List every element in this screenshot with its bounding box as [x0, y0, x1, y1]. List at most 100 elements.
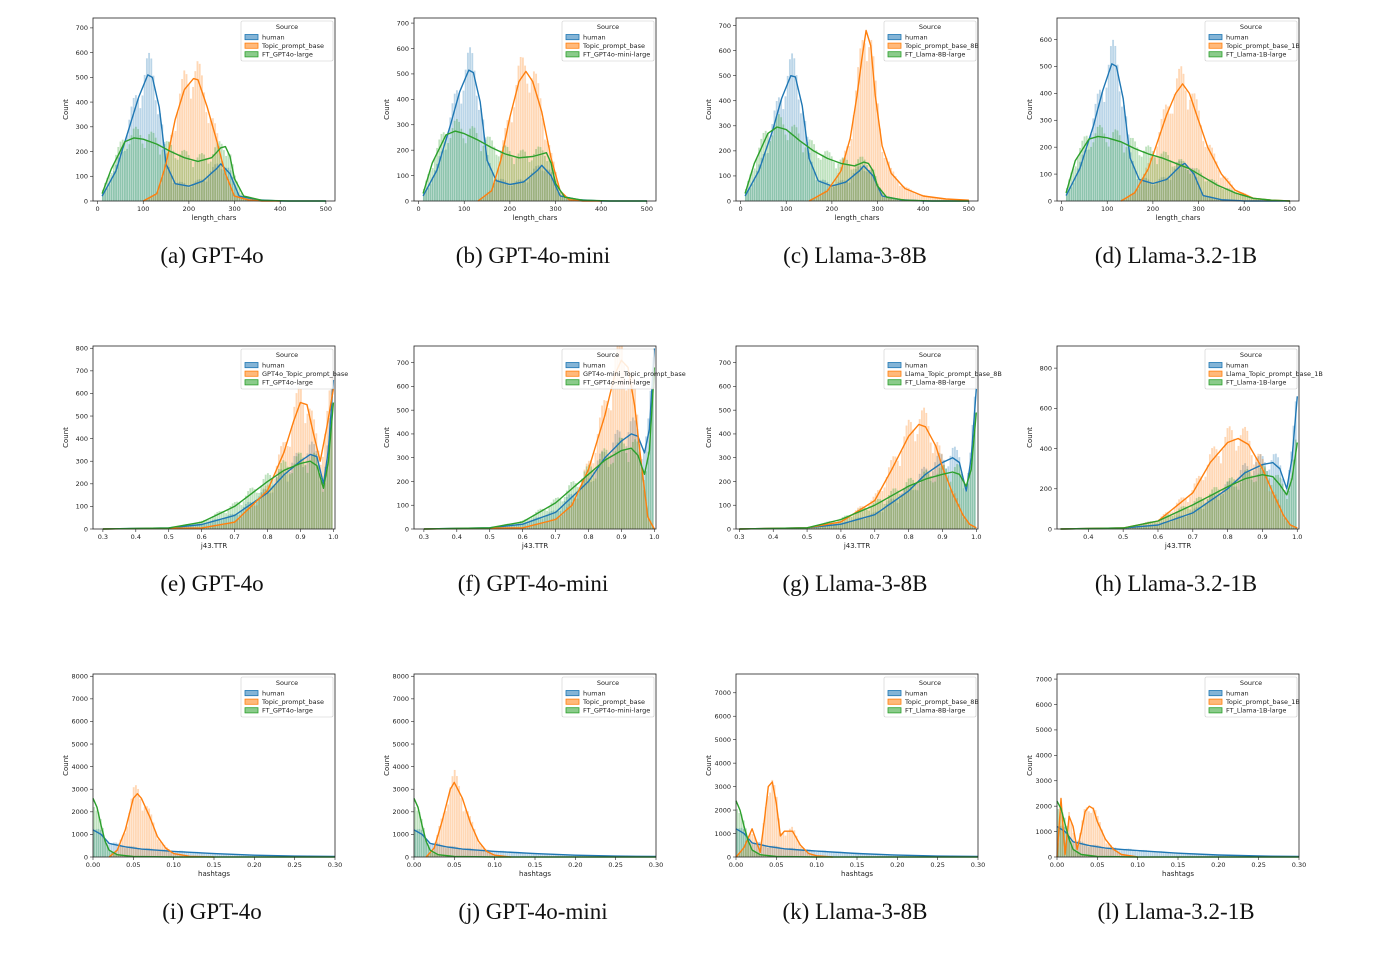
- x-axis-label: j43.TTR: [521, 542, 549, 550]
- y-tick-label: 400: [719, 97, 731, 105]
- legend-entry: Topic_prompt_base_8B: [904, 42, 979, 50]
- hist-bar-topic-prompt-base: [445, 811, 447, 857]
- hist-bar-ft-gpt4o-large: [228, 153, 230, 201]
- hist-bar-ft-gpt4o-large: [188, 155, 190, 201]
- hist-bar-ft-gpt4o-large: [140, 135, 142, 201]
- hist-bar-ft-gpt4o-large: [159, 155, 161, 201]
- hist-bar-ft-llama-1b-large: [1073, 169, 1075, 201]
- hist-bar-ft-llama-8b-large: [932, 483, 934, 529]
- hist-bar-ft-gpt4o-mini-large: [557, 498, 559, 529]
- legend-entry: Topic_prompt_base: [261, 42, 324, 50]
- hist-bar-ft-llama-1b-large: [1192, 505, 1194, 529]
- x-tick-label: 400: [917, 205, 929, 213]
- hist-bar-ft-llama-1b-large: [1203, 499, 1205, 529]
- legend-swatch: [888, 43, 901, 48]
- legend: SourcehumanTopic_prompt_baseFT_GPT4o-lar…: [241, 21, 333, 61]
- hist-bar-topic-prompt-base: [458, 786, 460, 857]
- hist-bar-ft-gpt4o-large: [223, 150, 225, 201]
- hist-bar-ft-llama-1b-large: [1284, 491, 1286, 529]
- hist-bar-ft-llama-8b-large: [772, 136, 774, 201]
- hist-bar-ft-gpt4o-large: [320, 478, 322, 529]
- legend-entry: FT_Llama-1B-large: [1226, 707, 1286, 715]
- x-tick-label: 0.6: [196, 533, 206, 541]
- hist-bar-ft-gpt4o-large: [263, 479, 265, 529]
- hist-bar-ft-gpt4o-large: [179, 154, 181, 201]
- hist-bar-ft-llama-1b-large: [1108, 147, 1110, 201]
- x-tick-label: 0.05: [1090, 861, 1104, 869]
- legend-entry: Topic_prompt_base: [261, 698, 324, 706]
- y-tick-label: 300: [397, 454, 409, 462]
- hist-bar-topic-prompt-base: [157, 840, 159, 857]
- legend-swatch: [1209, 371, 1222, 376]
- y-tick-label: 3000: [71, 786, 88, 794]
- hist-bar-ft-gpt4o-large: [291, 473, 293, 529]
- hist-bar-topic-prompt-base: [1088, 811, 1090, 857]
- x-tick-label: 0.00: [1050, 861, 1064, 869]
- legend-entry: FT_Llama-1B-large: [1226, 379, 1286, 387]
- hist-bar-ft-llama-8b-large: [952, 473, 954, 529]
- y-axis-label: Count: [383, 427, 391, 448]
- figure-caption: (j) GPT-4o-mini: [372, 899, 694, 925]
- hist-bar-ft-llama-1b-large: [1161, 154, 1163, 201]
- legend-entry: Topic_prompt_base_1B: [1225, 698, 1300, 706]
- y-tick-label: 600: [719, 383, 731, 391]
- hist-bar-ft-llama-1b-large: [1093, 142, 1095, 201]
- hist-bar-ft-gpt4o-mini-large: [533, 154, 535, 201]
- x-tick-label: 0.7: [550, 533, 560, 541]
- legend-swatch: [245, 35, 258, 40]
- legend-title: Source: [597, 679, 619, 687]
- hist-bar-ft-llama-8b-large: [882, 501, 884, 529]
- legend-swatch: [888, 371, 901, 376]
- x-tick-label: 0.05: [447, 861, 461, 869]
- hist-bar-ft-llama-8b-large: [840, 160, 842, 201]
- y-tick-label: 0: [727, 525, 731, 533]
- hist-bar-ft-llama-8b-large: [831, 156, 833, 201]
- hist-bar-ft-llama-8b-large: [965, 491, 967, 529]
- hist-bar-topic-prompt-base: [767, 796, 769, 857]
- y-tick-label: 500: [1040, 63, 1052, 71]
- y-tick-label: 0: [727, 853, 731, 861]
- y-tick-label: 1000: [392, 831, 409, 839]
- hist-bar-ft-llama-8b-large: [961, 472, 963, 529]
- hist-bar-ft-gpt4o-mini-large: [434, 158, 436, 201]
- legend-entry: FT_Llama-8B-large: [905, 379, 965, 387]
- y-tick-label: 0: [1048, 197, 1052, 205]
- hist-bar-ft-gpt4o-mini-large: [509, 151, 511, 201]
- legend-entry: GPT4o-mini_Topic_prompt_base: [583, 370, 686, 378]
- legend-entry: human: [262, 361, 285, 369]
- hist-bar-ft-gpt4o-large: [208, 164, 210, 201]
- hist-bar-ft-gpt4o-mini-large: [511, 157, 513, 201]
- hist-bar-ft-gpt4o-mini-large: [417, 811, 419, 857]
- hist-bar-ft-gpt4o-mini-large: [432, 168, 434, 201]
- x-tick-label: 0: [95, 205, 99, 213]
- y-tick-label: 3000: [714, 783, 731, 791]
- hist-bar-topic-prompt-base: [787, 832, 789, 857]
- hist-bar-topic-prompt-base: [785, 836, 787, 857]
- x-axis-label: length_chars: [192, 214, 237, 222]
- hist-bar-ft-gpt4o-mini-large: [432, 853, 434, 857]
- hist-bar-ft-llama-1b-large: [1101, 128, 1103, 201]
- hist-bar-ft-llama-8b-large: [776, 116, 778, 201]
- x-tick-label: 0.7: [870, 533, 880, 541]
- y-tick-label: 600: [1040, 36, 1052, 44]
- y-tick-label: 400: [397, 430, 409, 438]
- x-tick-label: 0.8: [262, 533, 272, 541]
- y-tick-label: 0: [84, 853, 88, 861]
- y-tick-label: 0: [405, 853, 409, 861]
- hist-bar-topic-prompt-base: [1086, 807, 1088, 857]
- legend-swatch: [1209, 363, 1222, 368]
- hist-bar-ft-llama-1b-large: [1189, 510, 1191, 529]
- y-axis-label: Count: [62, 755, 70, 776]
- hist-bar-ft-llama-8b-large: [758, 148, 760, 201]
- hist-bar-ft-gpt4o-mini-large: [529, 519, 531, 529]
- legend-entry: FT_GPT4o-mini-large: [583, 707, 650, 715]
- hist-bar-ft-gpt4o-mini-large: [480, 151, 482, 201]
- hist-bar-ft-gpt4o-large: [93, 807, 95, 857]
